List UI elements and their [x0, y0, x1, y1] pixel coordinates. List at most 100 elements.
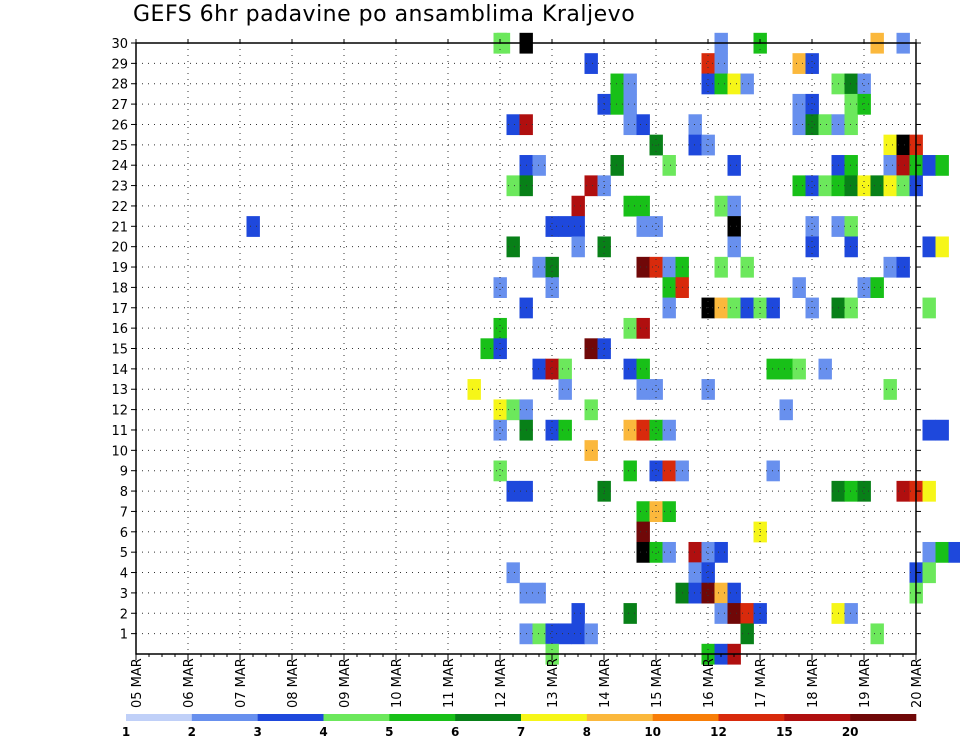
heatmap-cell [805, 236, 819, 258]
heatmap-cell [636, 541, 650, 563]
heatmap-cell [922, 541, 936, 563]
heatmap-cell [623, 317, 637, 339]
heatmap-cell [701, 73, 715, 95]
colorbar-label: 7 [517, 725, 525, 739]
colorbar-segment [718, 714, 785, 721]
heatmap-cell [701, 582, 715, 604]
colorbar-segment [323, 714, 390, 721]
heatmap-cell [805, 175, 819, 197]
heatmap-cell [623, 419, 637, 441]
heatmap-cell [922, 155, 936, 176]
y-tick-label: 19 [111, 261, 128, 276]
y-tick-label: 29 [111, 57, 128, 72]
heatmap-cell [740, 73, 754, 95]
heatmap-cell [922, 419, 936, 441]
heatmap-cell [727, 603, 741, 624]
heatmap-cell [467, 379, 481, 400]
heatmap-cell [844, 236, 858, 258]
heatmap-cell [571, 195, 585, 217]
colorbar-segment [191, 714, 258, 721]
y-tick-label: 12 [111, 404, 128, 419]
heatmap-cell [662, 460, 676, 482]
heatmap-cell [857, 93, 871, 115]
heatmap-cell [792, 93, 806, 115]
heatmap-cell [649, 216, 663, 237]
y-tick-label: 2 [120, 607, 128, 622]
heatmap-cell [558, 419, 572, 441]
heatmap-cell [779, 358, 793, 380]
y-tick-label: 14 [111, 363, 128, 378]
heatmap-cell [545, 419, 559, 441]
heatmap-cell [532, 582, 546, 604]
heatmap-cell [623, 358, 637, 380]
heatmap-cell [688, 114, 702, 136]
heatmap-cell [584, 175, 598, 197]
heatmap-cell [662, 501, 676, 523]
x-tick-label: 05 MAR [130, 658, 145, 708]
x-tick-label: 19 MAR [858, 658, 873, 708]
colorbar-label: 20 [842, 725, 859, 739]
y-tick-label: 17 [111, 302, 128, 317]
heatmap-cell [636, 501, 650, 523]
y-tick-label: 28 [111, 78, 128, 93]
heatmap-cell [896, 155, 910, 176]
heatmap-cell [623, 460, 637, 482]
heatmap-cell [584, 399, 598, 421]
heatmap-cell [805, 53, 819, 74]
y-tick-label: 23 [111, 180, 128, 195]
heatmap-cell [714, 541, 728, 563]
colorbar-segment [455, 714, 522, 721]
heatmap-cell [662, 297, 676, 319]
colorbar-label: 2 [188, 725, 196, 739]
heatmap-cell [610, 155, 624, 176]
heatmap-cell [493, 277, 507, 298]
heatmap-cell [623, 73, 637, 95]
heatmap-cell [935, 419, 949, 441]
y-tick-label: 4 [120, 567, 128, 582]
heatmap-cell [818, 114, 832, 136]
heatmap-cell [545, 358, 559, 380]
colorbar-label: 5 [385, 725, 393, 739]
x-tick-label: 10 MAR [390, 658, 405, 708]
heatmap-cell [727, 236, 741, 258]
heatmap-cell [922, 562, 936, 584]
heatmap-cell [506, 114, 520, 136]
heatmap-cell [610, 93, 624, 115]
heatmap-cell [493, 419, 507, 441]
heatmap-cell [532, 155, 546, 176]
heatmap-cell [662, 541, 676, 563]
heatmap-cell [935, 541, 949, 563]
heatmap-cell [545, 277, 559, 298]
heatmap-cell [857, 73, 871, 95]
heatmap-cell [662, 277, 676, 298]
colorbar-label: 12 [710, 725, 727, 739]
heatmap-cell [623, 603, 637, 624]
colorbar-segment [784, 714, 851, 721]
heatmap-cell [922, 480, 936, 502]
heatmap-cell [636, 216, 650, 237]
x-tick-label: 18 MAR [806, 658, 821, 708]
heatmap-cell [727, 195, 741, 217]
heatmap-cell [935, 236, 949, 258]
heatmap-cell [649, 460, 663, 482]
colorbar-segment [257, 714, 324, 721]
heatmap-cell [636, 419, 650, 441]
heatmap-cell [558, 623, 572, 645]
x-tick-label: 16 MAR [702, 658, 717, 708]
heatmap-cell [688, 541, 702, 563]
heatmap-cell [792, 175, 806, 197]
heatmap-cell [636, 521, 650, 543]
heatmap-cell [896, 175, 910, 197]
x-tick-label: 17 MAR [754, 658, 769, 708]
heatmap-cell [883, 379, 897, 400]
x-tick-label: 15 MAR [650, 658, 665, 708]
heatmap-cell [571, 623, 585, 645]
colorbar-segment [126, 714, 193, 721]
x-tick-label: 06 MAR [182, 658, 197, 708]
heatmap-cell [883, 155, 897, 176]
colorbar-label: 6 [451, 725, 459, 739]
y-tick-label: 15 [111, 343, 128, 358]
heatmap-cell [922, 297, 936, 319]
heatmap-cell [896, 256, 910, 278]
heatmap-cell [649, 541, 663, 563]
